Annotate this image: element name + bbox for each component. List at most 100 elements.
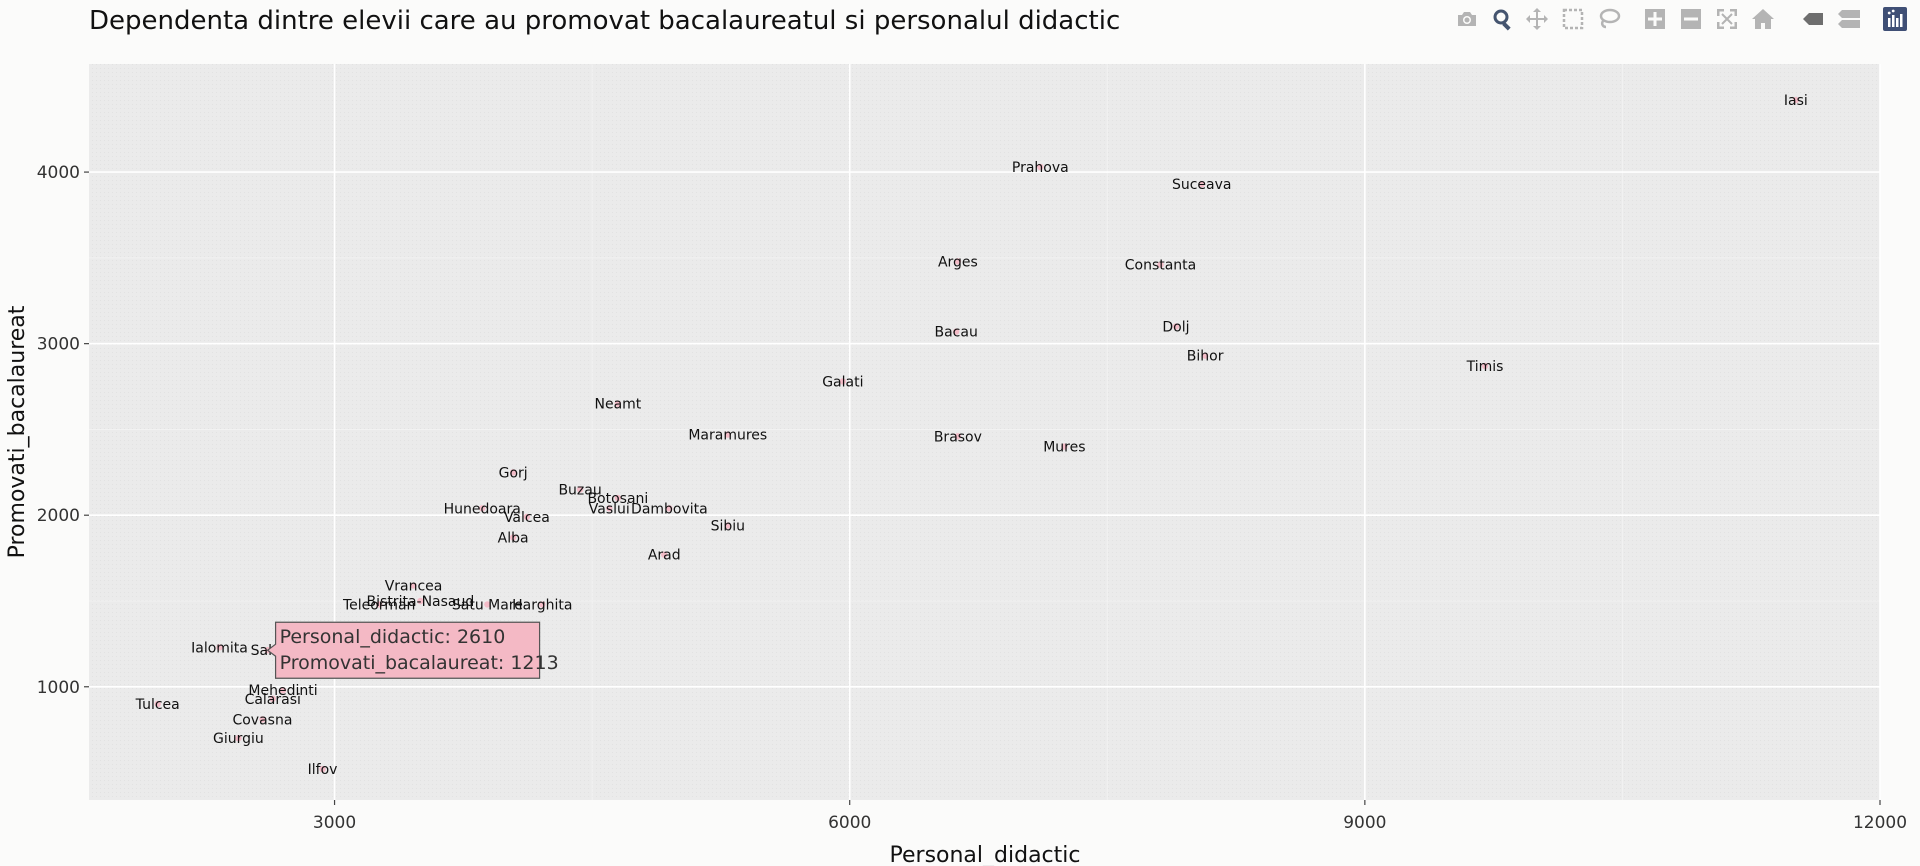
point-label: Bacau bbox=[934, 325, 977, 341]
data-point[interactable] bbox=[523, 513, 531, 521]
y-tick-label: 2000 bbox=[37, 506, 80, 526]
data-point[interactable] bbox=[479, 505, 486, 512]
tooltip-y-value: Promovati_bacalaureat: 1213 bbox=[280, 652, 559, 674]
point-label: Vaslui bbox=[589, 501, 630, 517]
point-label: Timis bbox=[1466, 359, 1504, 375]
point-label: Suceava bbox=[1172, 177, 1232, 193]
point-label: Gorj bbox=[499, 465, 528, 481]
autoscale-icon[interactable] bbox=[1714, 6, 1740, 32]
chart-title: Dependenta dintre elevii care au promova… bbox=[89, 6, 1121, 36]
zoom-in-icon[interactable] bbox=[1642, 6, 1668, 32]
data-point[interactable] bbox=[724, 431, 731, 438]
point-label: Dolj bbox=[1162, 319, 1189, 335]
point-label: Vrancea bbox=[385, 579, 443, 595]
point-labels: Iasi Prahova Suceava Arges Constanta Bacau Dol… bbox=[135, 93, 1808, 778]
data-point[interactable] bbox=[154, 700, 161, 708]
hover-tooltip: Personal_didactic: 2610 Promovati_bacala… bbox=[266, 621, 559, 679]
axes: 3000 6000 9000 12000 1000 2000 3000 4000 bbox=[37, 163, 1907, 833]
point-label: Tulcea bbox=[135, 697, 180, 713]
data-point[interactable] bbox=[661, 551, 668, 558]
data-point[interactable] bbox=[952, 328, 960, 335]
data-point[interactable] bbox=[576, 486, 584, 493]
data-point[interactable] bbox=[606, 505, 613, 512]
point-label: Botosani bbox=[587, 491, 648, 507]
point-label: Buzau bbox=[558, 482, 601, 498]
point-label: Giurgiu bbox=[213, 731, 264, 747]
point-label: Sibiu bbox=[711, 519, 745, 535]
x-tick-label: 9000 bbox=[1343, 813, 1386, 833]
zoom-icon[interactable] bbox=[1490, 6, 1516, 32]
box-select-icon[interactable] bbox=[1560, 6, 1586, 32]
modebar bbox=[1430, 4, 1920, 32]
compare-data-icon[interactable] bbox=[1836, 6, 1862, 32]
data-point[interactable] bbox=[614, 400, 622, 407]
data-point[interactable] bbox=[216, 644, 223, 651]
point-label: Constanta bbox=[1125, 258, 1197, 274]
data-point[interactable] bbox=[410, 582, 417, 589]
point-label: Arad bbox=[648, 548, 681, 564]
data-point[interactable] bbox=[839, 378, 847, 385]
data-point[interactable] bbox=[1481, 362, 1489, 370]
data-point[interactable] bbox=[279, 687, 287, 694]
point-label: Dambovita bbox=[631, 501, 708, 517]
tooltip-x-value: Personal_didactic: 2610 bbox=[280, 626, 506, 648]
data-point[interactable] bbox=[1061, 443, 1068, 450]
point-label: Covasna bbox=[232, 712, 292, 728]
point-label: Teleorman bbox=[342, 597, 415, 613]
point-label: Mures bbox=[1043, 440, 1085, 456]
x-axis-title: Personal_didactic bbox=[890, 843, 1081, 866]
y-tick-label: 4000 bbox=[37, 163, 80, 183]
y-tick-label: 1000 bbox=[37, 678, 80, 698]
data-point[interactable] bbox=[724, 522, 731, 529]
data-point[interactable] bbox=[1201, 352, 1209, 359]
point-label: Brasov bbox=[934, 429, 982, 445]
reset-axes-icon[interactable] bbox=[1750, 6, 1776, 32]
point-label: Harghita bbox=[512, 597, 572, 613]
point-label: Bistrita-Nasaud bbox=[367, 594, 475, 610]
data-point[interactable] bbox=[1037, 163, 1044, 171]
data-point[interactable] bbox=[259, 716, 266, 723]
camera-icon[interactable] bbox=[1454, 6, 1480, 32]
plot-area[interactable] bbox=[89, 64, 1880, 800]
data-point[interactable] bbox=[319, 765, 326, 773]
data-point[interactable] bbox=[954, 258, 962, 265]
data-point[interactable] bbox=[376, 601, 383, 608]
data-point[interactable] bbox=[614, 494, 622, 502]
y-tick-label: 3000 bbox=[37, 335, 80, 355]
plotly-logo-icon[interactable] bbox=[1882, 6, 1908, 32]
data-point[interactable] bbox=[269, 695, 276, 702]
data-point[interactable] bbox=[1157, 261, 1164, 268]
data-point[interactable] bbox=[417, 597, 424, 605]
tooltip-box bbox=[266, 621, 541, 679]
data-point[interactable] bbox=[1792, 96, 1800, 104]
point-label: Maramures bbox=[688, 428, 767, 444]
point-label: Iasi bbox=[1784, 93, 1808, 109]
point-label: Prahova bbox=[1012, 160, 1069, 176]
lasso-select-icon[interactable] bbox=[1596, 6, 1622, 32]
y-axis-title: Promovati_bacalaureat bbox=[5, 305, 30, 558]
data-point[interactable] bbox=[235, 735, 242, 742]
point-label: Ilfov bbox=[308, 762, 338, 778]
data-point[interactable] bbox=[509, 534, 517, 541]
point-label: Calarasi bbox=[245, 692, 301, 708]
point-label: Satu Mare bbox=[452, 597, 523, 613]
data-point[interactable] bbox=[666, 505, 673, 512]
zoom-out-icon[interactable] bbox=[1678, 6, 1704, 32]
point-label: Ialomita bbox=[191, 640, 248, 656]
pan-icon[interactable] bbox=[1524, 6, 1550, 32]
data-point[interactable] bbox=[954, 433, 962, 440]
data-point[interactable] bbox=[484, 601, 491, 608]
point-label: Neamt bbox=[594, 397, 641, 413]
point-label: Valcea bbox=[504, 510, 550, 526]
data-point[interactable] bbox=[539, 601, 546, 608]
data-point[interactable] bbox=[509, 469, 517, 476]
data-point[interactable] bbox=[1172, 323, 1180, 330]
data-point[interactable] bbox=[1198, 180, 1205, 188]
x-tick-label: 3000 bbox=[313, 813, 356, 833]
point-label: Alba bbox=[498, 531, 529, 547]
x-tick-label: 6000 bbox=[828, 813, 871, 833]
point-label: Bihor bbox=[1187, 349, 1224, 365]
point-label: Galati bbox=[822, 374, 863, 390]
show-closest-icon[interactable] bbox=[1800, 6, 1826, 32]
